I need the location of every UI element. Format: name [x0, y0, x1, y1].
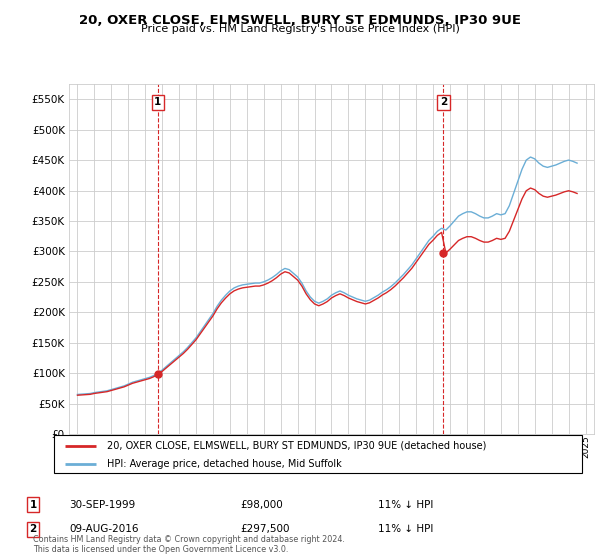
Text: 2: 2 [29, 524, 37, 534]
Text: 09-AUG-2016: 09-AUG-2016 [69, 524, 139, 534]
Text: 11% ↓ HPI: 11% ↓ HPI [378, 500, 433, 510]
Text: £98,000: £98,000 [240, 500, 283, 510]
Text: £297,500: £297,500 [240, 524, 290, 534]
Text: 30-SEP-1999: 30-SEP-1999 [69, 500, 135, 510]
Text: Price paid vs. HM Land Registry's House Price Index (HPI): Price paid vs. HM Land Registry's House … [140, 24, 460, 34]
Text: 2: 2 [440, 97, 447, 108]
Text: 11% ↓ HPI: 11% ↓ HPI [378, 524, 433, 534]
Text: HPI: Average price, detached house, Mid Suffolk: HPI: Average price, detached house, Mid … [107, 459, 341, 469]
Text: 20, OXER CLOSE, ELMSWELL, BURY ST EDMUNDS, IP30 9UE: 20, OXER CLOSE, ELMSWELL, BURY ST EDMUND… [79, 14, 521, 27]
Text: Contains HM Land Registry data © Crown copyright and database right 2024.
This d: Contains HM Land Registry data © Crown c… [33, 535, 345, 554]
Text: 1: 1 [154, 97, 161, 108]
Text: 20, OXER CLOSE, ELMSWELL, BURY ST EDMUNDS, IP30 9UE (detached house): 20, OXER CLOSE, ELMSWELL, BURY ST EDMUND… [107, 441, 486, 451]
Text: 1: 1 [29, 500, 37, 510]
FancyBboxPatch shape [54, 435, 582, 473]
